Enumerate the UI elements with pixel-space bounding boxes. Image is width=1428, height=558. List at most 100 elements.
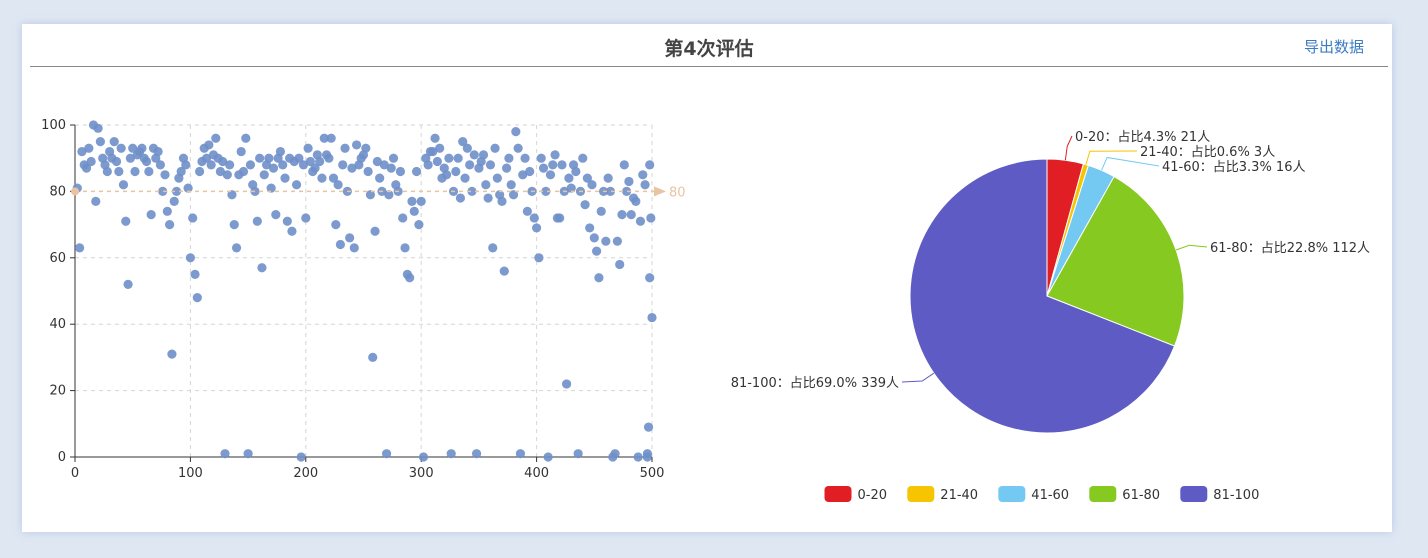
scatter-point — [490, 143, 500, 153]
scatter-point — [243, 449, 253, 459]
scatter-point — [564, 173, 574, 183]
scatter-point — [315, 156, 325, 167]
scatter-point — [485, 160, 496, 170]
scatter-point — [245, 160, 256, 170]
scatter-point — [414, 220, 424, 230]
legend-swatch-21-40[interactable] — [907, 486, 935, 502]
legend-swatch-41-60[interactable] — [998, 486, 1026, 502]
scatter-point — [144, 166, 154, 177]
pie-slice-61-80[interactable] — [1046, 175, 1185, 347]
pie-slice-label: 61-80：占比22.8% 112人 — [1210, 241, 1370, 256]
scatter-point — [114, 166, 124, 177]
scatter-point — [601, 236, 611, 246]
scatter-point — [594, 273, 604, 283]
legend-swatch-81-100[interactable] — [1180, 486, 1208, 502]
scatter-point — [345, 233, 355, 243]
scatter-point — [319, 133, 329, 143]
scatter-point — [227, 190, 237, 200]
scatter-point — [303, 143, 313, 153]
export-data-link[interactable]: 导出数据 — [1303, 38, 1364, 56]
legend-label-41-60[interactable]: 41-60 — [1031, 488, 1069, 503]
mark-line-arrow — [654, 186, 666, 197]
scatter-point — [619, 160, 629, 170]
legend-swatch-0-20[interactable] — [824, 486, 852, 502]
scatter-point — [287, 226, 297, 236]
scatter-point — [520, 153, 530, 163]
scatter-point — [169, 196, 179, 206]
scatter-point — [453, 153, 463, 163]
legend-label-21-40[interactable]: 21-40 — [940, 488, 978, 503]
scatter-point — [580, 200, 590, 210]
scatter-point — [400, 243, 410, 253]
scatter-point — [462, 143, 472, 153]
scatter-point — [513, 143, 523, 153]
scatter-point — [137, 143, 147, 153]
scatter-point — [566, 183, 576, 193]
scatter-point — [222, 170, 232, 180]
scatter-point — [444, 153, 454, 163]
scatter-point — [596, 206, 606, 216]
scatter-point — [130, 166, 140, 177]
scatter-point — [121, 216, 131, 226]
legend-label-0-20[interactable]: 0-20 — [858, 488, 888, 503]
scatter-point — [483, 193, 493, 203]
scatter-point — [102, 166, 112, 177]
scatter-point — [416, 196, 426, 206]
scatter-point — [578, 153, 588, 163]
scatter-point — [571, 166, 581, 177]
scatter-point — [162, 206, 172, 216]
scatter-point — [409, 206, 419, 216]
scatter-point — [538, 163, 549, 173]
scatter-point — [555, 213, 565, 223]
scatter-point — [518, 170, 528, 180]
pie-leader-line — [901, 372, 935, 383]
scatter-point — [488, 243, 498, 253]
scatter-point — [215, 166, 226, 177]
scatter-point — [645, 273, 655, 283]
scatter-point — [529, 213, 539, 223]
scatter-point — [331, 220, 341, 230]
scatter-point — [372, 156, 382, 167]
scatter-point — [86, 156, 96, 167]
scatter-point — [165, 220, 175, 230]
scatter-point — [582, 173, 592, 183]
scatter-point — [646, 213, 656, 223]
scatter-point — [125, 153, 135, 163]
scatter-point — [95, 137, 105, 147]
scatter-point — [183, 183, 193, 193]
scatter-point — [592, 246, 602, 256]
scatter-point — [435, 143, 445, 153]
scatter-point — [266, 183, 276, 193]
legend-swatch-61-80[interactable] — [1089, 486, 1117, 502]
scatter-point — [508, 190, 519, 200]
pie-slice-label: 41-60：占比3.3% 16人 — [1162, 160, 1305, 175]
scatter-point — [386, 163, 396, 173]
page-title: 第4次评估 — [664, 38, 754, 60]
scatter-point — [467, 186, 477, 196]
pie-slice-81-100[interactable] — [909, 158, 1176, 434]
scatter-point — [153, 146, 163, 157]
scatter-point — [605, 186, 616, 196]
scatter-point — [504, 153, 514, 163]
scatter-point — [361, 143, 371, 153]
scatter-point — [241, 133, 251, 143]
scatter-point — [259, 170, 269, 180]
legend-label-61-80[interactable]: 61-80 — [1122, 488, 1160, 503]
scatter-point — [633, 452, 643, 462]
pie-slice-label: 0-20：占比4.3% 21人 — [1075, 130, 1210, 145]
scatter-point — [645, 160, 655, 170]
scatter-point — [398, 213, 408, 223]
scatter-point — [271, 210, 281, 220]
scatter-point — [624, 176, 634, 187]
scatter-point — [471, 449, 482, 459]
scatter-point — [492, 173, 502, 183]
pie-leader-line — [1064, 135, 1073, 161]
scatter-point — [562, 379, 572, 389]
scatter-point — [501, 163, 512, 173]
scatter-point — [257, 263, 267, 273]
scatter-point — [469, 150, 479, 160]
legend-label-81-100[interactable]: 81-100 — [1213, 488, 1259, 503]
scatter-point — [365, 190, 376, 200]
scatter-point — [411, 166, 422, 177]
